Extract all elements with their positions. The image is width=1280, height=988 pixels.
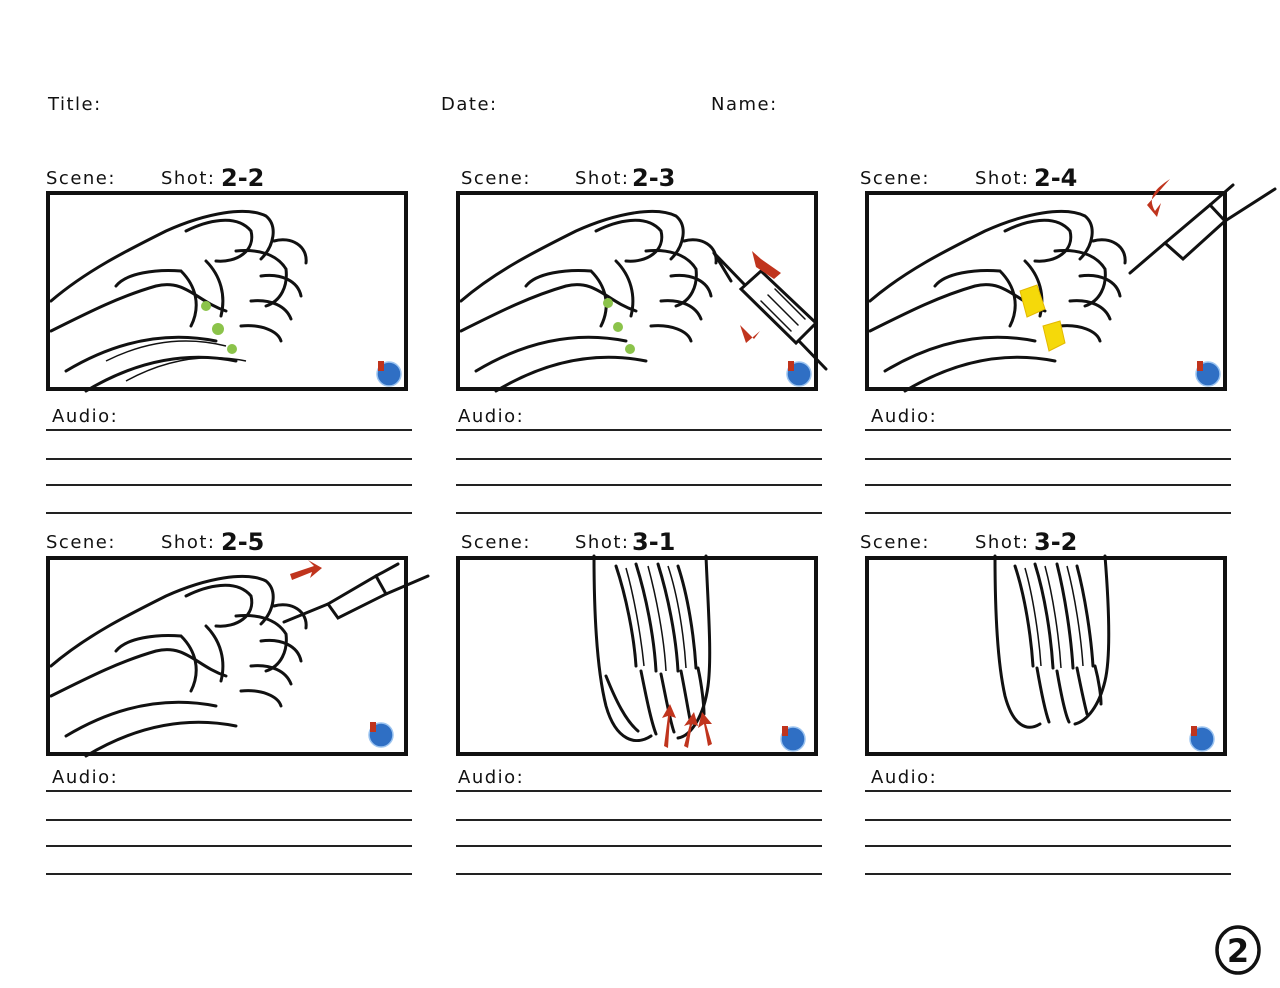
audio-line xyxy=(46,845,412,847)
audio-line xyxy=(46,790,412,792)
audio-line xyxy=(46,819,412,821)
shot-label: Shot: xyxy=(575,168,630,189)
audio-line xyxy=(865,429,1231,431)
shot-number: 3-1 xyxy=(632,528,676,556)
audio-label: Audio: xyxy=(458,406,525,427)
globe-logo-icon xyxy=(780,726,806,752)
shot-label: Shot: xyxy=(161,532,216,553)
scene-label: Scene: xyxy=(461,532,531,553)
globe-logo-icon xyxy=(786,361,812,387)
foot-top-sketch xyxy=(993,554,1111,729)
scene-label: Scene: xyxy=(461,168,531,189)
frame-foot-top xyxy=(865,554,1227,756)
audio-line xyxy=(46,512,412,514)
audio-line xyxy=(865,790,1231,792)
audio-line xyxy=(46,484,412,486)
shot-number: 2-5 xyxy=(221,528,265,556)
frame-foot-side xyxy=(456,191,828,393)
foot-top-sketch xyxy=(592,554,712,748)
audio-line xyxy=(456,873,822,875)
audio-label: Audio: xyxy=(52,767,119,788)
audio-line xyxy=(865,512,1231,514)
audio-line xyxy=(456,790,822,792)
audio-line xyxy=(456,429,822,431)
foot-side-sketch xyxy=(459,209,828,393)
frame-foot-side xyxy=(46,191,408,393)
foot-side-sketch xyxy=(49,209,308,393)
shot-number: 2-3 xyxy=(632,164,676,192)
audio-line xyxy=(456,484,822,486)
audio-label: Audio: xyxy=(458,767,525,788)
red-arrow-icon xyxy=(662,704,712,748)
audio-line xyxy=(46,458,412,460)
page-number-badge: 2 xyxy=(1214,924,1262,980)
globe-logo-icon xyxy=(1195,361,1221,387)
frame-foot-side xyxy=(46,556,430,758)
scene-label: Scene: xyxy=(46,532,116,553)
scene-label: Scene: xyxy=(46,168,116,189)
audio-line xyxy=(865,845,1231,847)
syringe-icon xyxy=(282,562,430,624)
foot-side-sketch xyxy=(49,560,430,758)
shot-label: Shot: xyxy=(975,532,1030,553)
audio-line xyxy=(456,845,822,847)
audio-label: Audio: xyxy=(871,767,938,788)
audio-label: Audio: xyxy=(871,406,938,427)
shot-label: Shot: xyxy=(975,168,1030,189)
audio-label: Audio: xyxy=(52,406,119,427)
scene-label: Scene: xyxy=(860,532,930,553)
globe-logo-icon xyxy=(368,722,394,748)
scene-label: Scene: xyxy=(860,168,930,189)
shot-label: Shot: xyxy=(161,168,216,189)
audio-line xyxy=(46,873,412,875)
audio-line xyxy=(865,458,1231,460)
globe-logo-icon xyxy=(1189,726,1215,752)
audio-line xyxy=(46,429,412,431)
frame-foot-top xyxy=(456,554,818,756)
syringe-icon xyxy=(1128,183,1277,275)
title-label: Title: xyxy=(48,94,102,115)
scalpel-icon xyxy=(712,251,828,371)
shot-number: 3-2 xyxy=(1034,528,1078,556)
globe-logo-icon xyxy=(376,361,402,387)
audio-line xyxy=(456,819,822,821)
foot-side-sketch xyxy=(868,179,1277,393)
shot-number: 2-4 xyxy=(1034,164,1078,192)
audio-line xyxy=(865,484,1231,486)
name-label: Name: xyxy=(711,94,778,115)
audio-line xyxy=(865,819,1231,821)
shot-number: 2-2 xyxy=(221,164,265,192)
audio-line xyxy=(865,873,1231,875)
date-label: Date: xyxy=(441,94,498,115)
frame-foot-side xyxy=(865,179,1277,393)
shot-label: Shot: xyxy=(575,532,630,553)
audio-line xyxy=(456,512,822,514)
audio-line xyxy=(456,458,822,460)
page-number: 2 xyxy=(1227,932,1249,970)
